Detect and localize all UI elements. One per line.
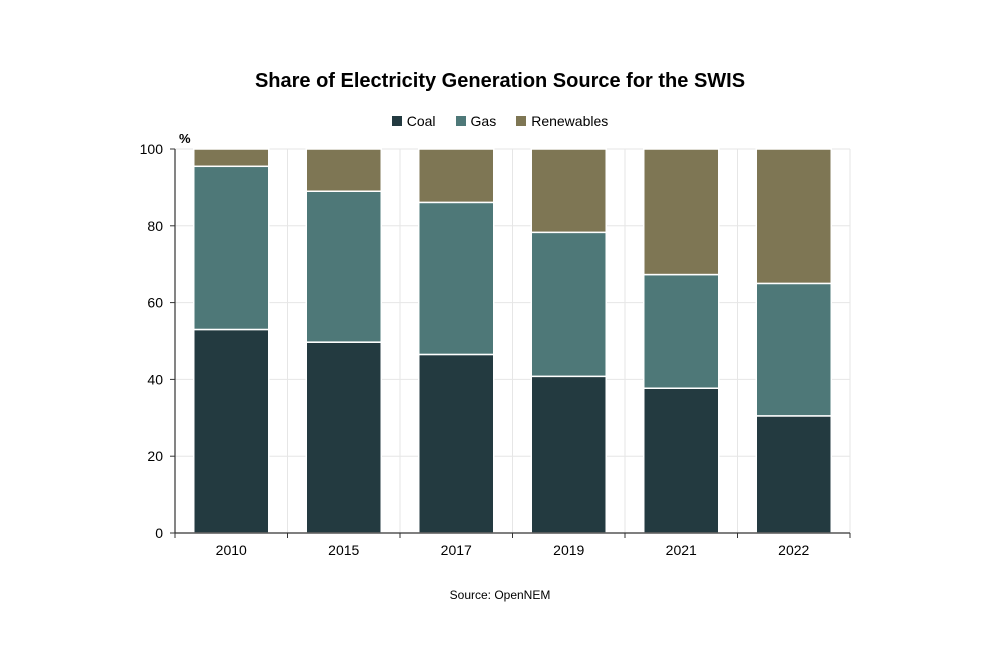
chart-title: Share of Electricity Generation Source f… <box>254 70 746 92</box>
legend-item-renewables: Renewables <box>516 113 608 129</box>
legend-item-coal: Coal <box>391 113 436 129</box>
bar-gas-2019 <box>530 231 607 378</box>
bar-coal-2022 <box>755 415 832 534</box>
bar-gas-2010 <box>193 165 270 331</box>
y-tick-label: 60 <box>147 295 163 311</box>
bar-coal-2015 <box>305 341 382 534</box>
source-note: Source: OpenNEM <box>449 588 551 602</box>
x-tick-label: 2015 <box>328 542 359 558</box>
legend-label: Renewables <box>531 113 609 129</box>
x-tick-label: 2022 <box>778 542 809 558</box>
legend: Coal Gas Renewables <box>0 113 1000 129</box>
bar-coal-2017 <box>418 353 495 534</box>
y-tick-label: 100 <box>140 141 164 157</box>
bar-renewables-2015 <box>305 148 382 192</box>
bar-renewables-2017 <box>418 148 495 204</box>
y-axis-unit-label: % <box>179 131 191 146</box>
x-tick-label: 2021 <box>666 542 697 558</box>
y-tick-label: 40 <box>147 371 163 387</box>
legend-swatch <box>516 116 527 126</box>
legend-item-gas: Gas <box>455 113 497 129</box>
y-tick-label: 0 <box>155 525 163 541</box>
y-tick-label: 80 <box>147 218 163 234</box>
x-tick-label: 2010 <box>216 542 247 558</box>
legend-swatch <box>455 116 466 126</box>
bar-renewables-2010 <box>193 148 270 168</box>
legend-label: Coal <box>406 113 436 129</box>
x-tick-label: 2017 <box>441 542 472 558</box>
legend-label: Gas <box>470 113 497 129</box>
bar-gas-2015 <box>305 190 382 343</box>
y-tick-label: 20 <box>147 448 163 464</box>
bar-renewables-2019 <box>530 148 607 234</box>
legend-swatch <box>391 116 402 126</box>
bar-coal-2021 <box>643 387 720 534</box>
bar-renewables-2022 <box>755 148 832 285</box>
bar-renewables-2021 <box>643 148 720 276</box>
bar-gas-2022 <box>755 282 832 417</box>
bar-gas-2021 <box>643 273 720 389</box>
bar-coal-2010 <box>193 328 270 534</box>
bar-coal-2019 <box>530 375 607 534</box>
x-tick-label: 2019 <box>553 542 584 558</box>
bar-gas-2017 <box>418 201 495 356</box>
